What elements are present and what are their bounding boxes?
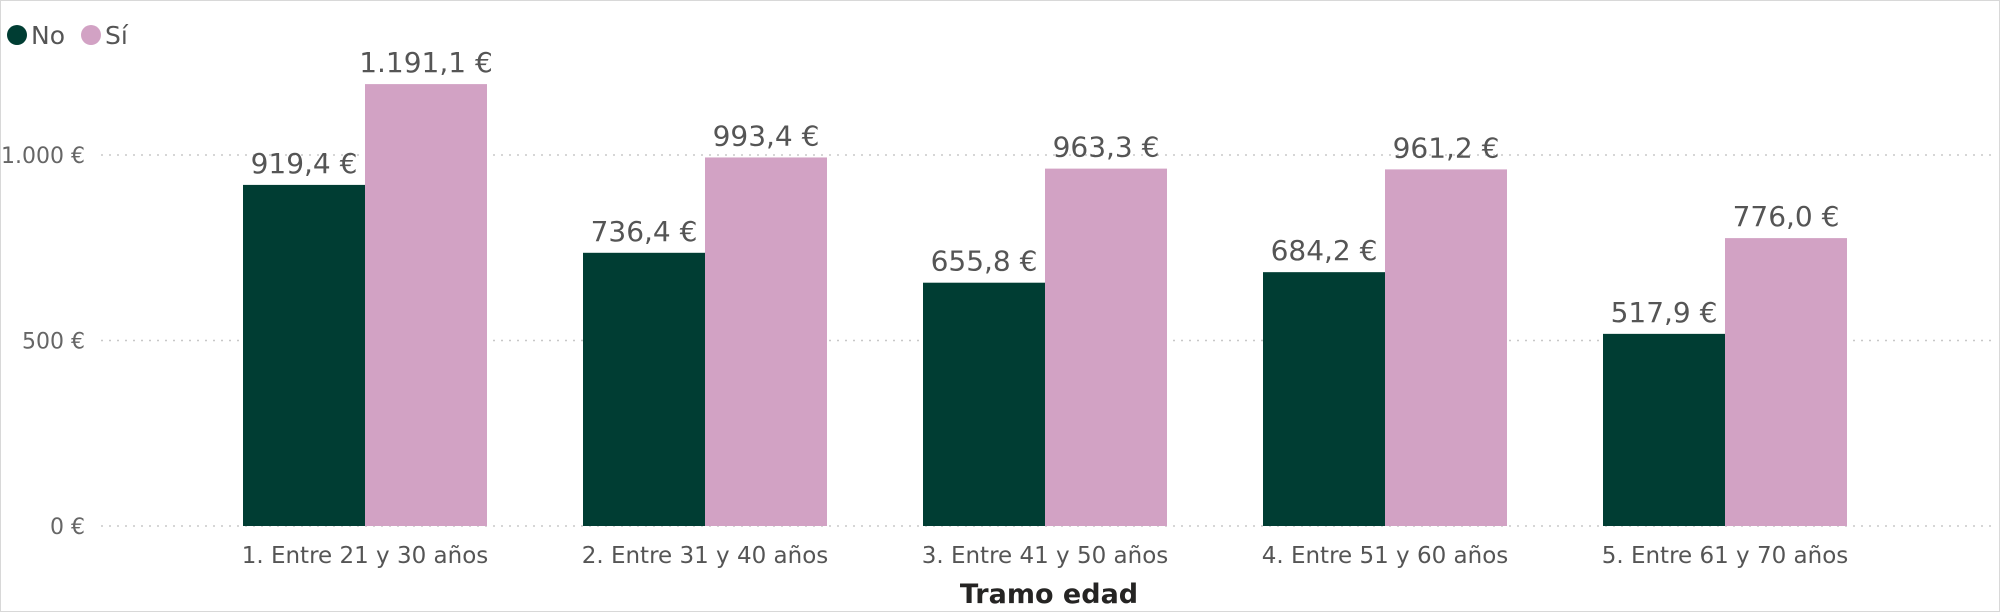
data-label: 517,9 € bbox=[1611, 296, 1718, 329]
x-tick-label: 5. Entre 61 y 70 años bbox=[1602, 543, 1849, 569]
data-label: 961,2 € bbox=[1393, 131, 1500, 164]
x-tick-label: 4. Entre 51 y 60 años bbox=[1262, 543, 1509, 569]
bar-0-4[interactable] bbox=[1603, 333, 1725, 526]
x-axis-title: Tramo edad bbox=[960, 579, 1138, 610]
x-tick-label: 1. Entre 21 y 30 años bbox=[242, 543, 489, 569]
data-label: 1.191,1 € bbox=[359, 46, 493, 79]
y-tick-label: 0 € bbox=[50, 515, 85, 540]
legend-label-1[interactable]: Sí bbox=[105, 21, 129, 50]
bar-1-3[interactable] bbox=[1385, 169, 1507, 526]
legend-marker-0[interactable] bbox=[7, 25, 27, 45]
data-label: 919,4 € bbox=[251, 147, 358, 180]
x-tick-label: 2. Entre 31 y 40 años bbox=[582, 543, 829, 569]
bar-1-0[interactable] bbox=[365, 84, 487, 526]
y-tick-label: 500 € bbox=[22, 330, 85, 355]
bar-0-2[interactable] bbox=[923, 282, 1045, 526]
bar-1-4[interactable] bbox=[1725, 238, 1847, 526]
data-label: 655,8 € bbox=[931, 245, 1038, 278]
bar-1-2[interactable] bbox=[1045, 168, 1167, 526]
bar-0-0[interactable] bbox=[243, 184, 365, 527]
bar-1-1[interactable] bbox=[705, 157, 827, 526]
data-label: 993,4 € bbox=[713, 119, 820, 152]
data-label: 736,4 € bbox=[591, 215, 698, 248]
x-tick-label: 3. Entre 41 y 50 años bbox=[922, 543, 1169, 569]
legend-label-0[interactable]: No bbox=[31, 21, 65, 50]
data-label: 776,0 € bbox=[1733, 200, 1840, 233]
bar-0-3[interactable] bbox=[1263, 272, 1385, 526]
data-label: 963,3 € bbox=[1053, 131, 1160, 164]
bar-0-1[interactable] bbox=[583, 252, 705, 526]
data-label: 684,2 € bbox=[1271, 234, 1378, 267]
legend-marker-1[interactable] bbox=[81, 25, 101, 45]
y-tick-label: 1.000 € bbox=[1, 144, 85, 169]
